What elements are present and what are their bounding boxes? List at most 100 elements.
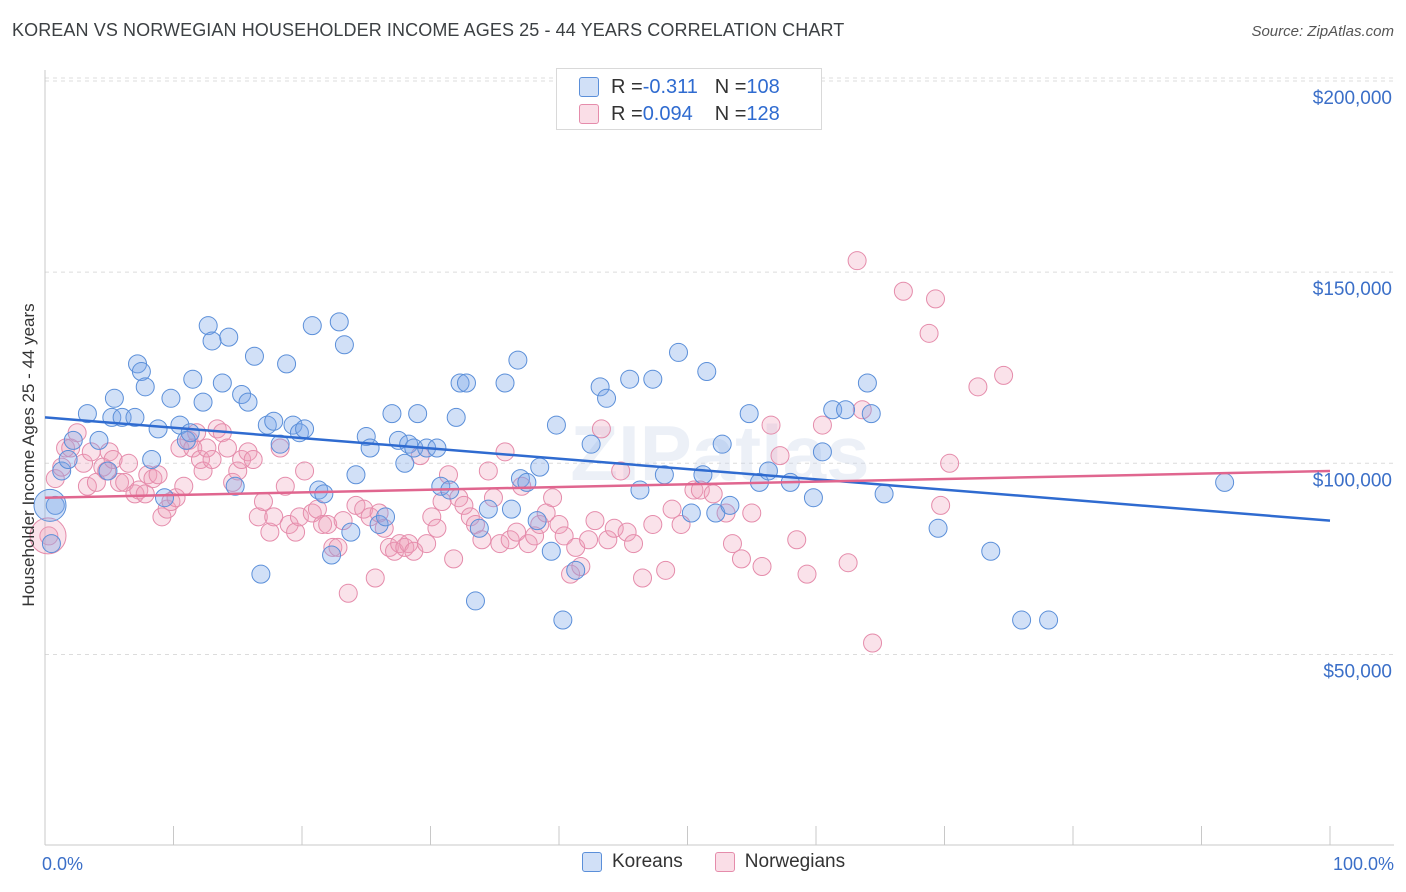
chart-title: KOREAN VS NORWEGIAN HOUSEHOLDER INCOME A…: [12, 20, 845, 40]
koreans-point: [530, 457, 550, 477]
norwegians-point: [143, 469, 163, 489]
norwegians-point: [56, 438, 76, 458]
r-label: R =: [611, 102, 643, 125]
norwegians-swatch: [714, 852, 735, 872]
norwegians-point: [125, 484, 145, 504]
koreans-point: [346, 465, 366, 485]
koreans-trend-line: [44, 416, 1331, 522]
norwegians-point: [571, 557, 591, 577]
koreans-point: [52, 461, 72, 481]
x-tick-label-min: 0.0%: [42, 854, 83, 874]
koreans-point: [450, 373, 470, 393]
koreans-point: [225, 476, 245, 496]
koreans-point: [180, 423, 200, 443]
norwegians-point: [365, 568, 385, 588]
koreans-point: [527, 511, 547, 531]
norwegians-point: [190, 449, 210, 469]
norwegians-point: [110, 472, 130, 492]
koreans-point: [720, 495, 740, 515]
norwegians-point: [135, 484, 155, 504]
norwegians-point: [662, 499, 682, 519]
norwegians-point: [703, 484, 723, 504]
y-tick-label: $150,000: [1313, 279, 1392, 300]
norwegians-point: [217, 438, 237, 458]
koreans-point: [981, 541, 1001, 561]
koreans-point: [928, 518, 948, 538]
y-axis-label: Householder Income Ages 25 - 44 years: [19, 303, 38, 606]
trend-lines: [44, 416, 1331, 522]
norwegians-point: [838, 553, 858, 573]
koreans-point: [739, 404, 759, 424]
y-tick-labels: $200,000 $150,000 $100,000 $50,000: [1313, 88, 1392, 682]
koreans-point: [198, 316, 218, 336]
norwegians-point: [525, 526, 545, 546]
koreans-point: [360, 438, 380, 458]
norwegians-point: [579, 530, 599, 550]
norwegians-point: [690, 480, 710, 500]
norwegians-point: [643, 514, 663, 534]
norwegians-point: [722, 534, 742, 554]
koreans-point: [33, 488, 67, 522]
norwegians-point: [926, 289, 946, 309]
norwegians-point: [333, 511, 353, 531]
koreans-point: [329, 312, 349, 332]
koreans-swatch: [582, 852, 602, 872]
koreans-point: [541, 541, 561, 561]
koreans-point: [63, 430, 83, 450]
norwegians-point: [940, 453, 960, 473]
legend-label-norwegians: Norwegians: [744, 851, 846, 872]
norwegians-point: [323, 537, 343, 557]
koreans-point: [58, 449, 78, 469]
koreans-point: [89, 430, 109, 450]
koreans-point: [283, 415, 303, 435]
koreans-point: [630, 480, 650, 500]
koreans-point: [465, 591, 485, 611]
koreans-point: [104, 388, 124, 408]
koreans-point: [161, 388, 181, 408]
r-value: 0.094: [642, 102, 693, 125]
norwegians-point: [684, 480, 704, 500]
norwegians-point: [313, 514, 333, 534]
koreans-point: [202, 331, 222, 351]
koreans-point: [309, 480, 329, 500]
norwegians-point: [472, 530, 492, 550]
norwegians-point: [656, 560, 676, 580]
norwegians-point: [422, 507, 442, 527]
norwegians-point: [598, 530, 618, 550]
koreans-point: [681, 503, 701, 523]
koreans-point: [803, 488, 823, 508]
koreans-point: [183, 369, 203, 389]
koreans-point: [193, 392, 213, 412]
koreans-point: [369, 514, 389, 534]
norwegians-point: [585, 511, 605, 531]
koreans-point: [314, 484, 334, 504]
norwegians-point: [847, 251, 867, 271]
norwegians-point: [490, 534, 510, 554]
koreans-point: [295, 419, 315, 439]
norwegians-point: [39, 526, 59, 546]
koreans-swatch: [579, 77, 599, 97]
norwegians-point: [354, 499, 374, 519]
koreans-point: [219, 327, 239, 347]
koreans-point: [508, 350, 528, 370]
r-label: R =: [611, 75, 643, 98]
norwegians-point: [243, 449, 263, 469]
n-value: 108: [746, 75, 780, 98]
norwegians-point: [197, 438, 217, 458]
koreans-point: [1039, 610, 1059, 630]
koreans-point: [131, 362, 151, 382]
source-label: Source: ZipAtlas.com: [1251, 23, 1394, 40]
koreans-point: [244, 346, 264, 366]
norwegians-point: [731, 549, 751, 569]
norwegians-point: [417, 534, 437, 554]
koreans-point: [697, 362, 717, 382]
koreans-point: [836, 400, 856, 420]
y-tick-label: $200,000: [1313, 88, 1392, 109]
koreans-point: [495, 373, 515, 393]
koreans-point: [408, 404, 428, 424]
norwegians-point: [264, 507, 284, 527]
koreans-point: [142, 449, 162, 469]
n-label: N =: [714, 102, 747, 125]
koreans-point: [501, 499, 521, 519]
